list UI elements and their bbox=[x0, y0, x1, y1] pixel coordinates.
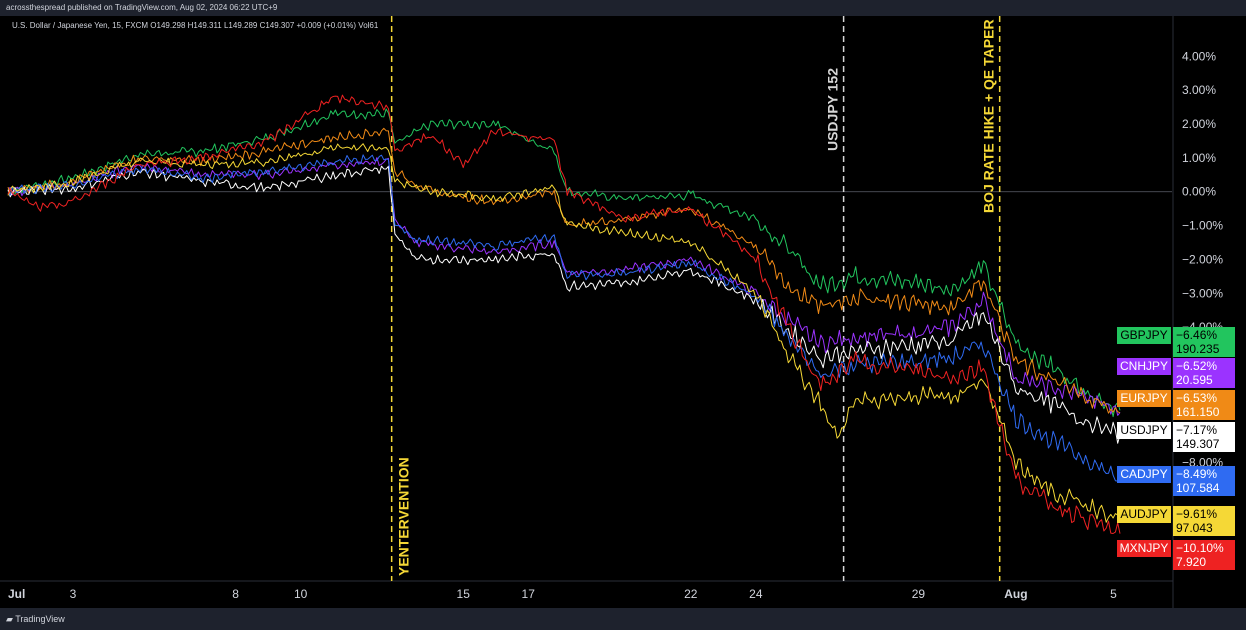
legend-symbol: CNHJPY bbox=[1117, 358, 1171, 375]
legend-eurjpy: EURJPY −6.53% 161.150 bbox=[1117, 390, 1235, 420]
legend-change-percent: −6.52% bbox=[1173, 358, 1235, 374]
legend-price: 107.584 bbox=[1173, 481, 1235, 496]
time-axis: Jul 3 8 10 15 17 22 24 29 Aug 5 bbox=[0, 580, 1173, 601]
series-line-eurjpy bbox=[7, 127, 1121, 414]
series-line-mxnjpy bbox=[7, 94, 1121, 534]
x-tick-label: 10 bbox=[294, 587, 308, 601]
x-tick-label: 8 bbox=[232, 587, 239, 601]
legend-symbol: GBPJPY bbox=[1117, 327, 1171, 344]
x-tick-label: 22 bbox=[684, 587, 698, 601]
legend-change-percent: −7.17% bbox=[1173, 422, 1235, 438]
y-tick-label: 3.00% bbox=[1182, 83, 1216, 97]
series-line-cadjpy bbox=[7, 154, 1121, 482]
ohlc-readout: U.S. Dollar / Japanese Yen, 15, FXCM O14… bbox=[12, 21, 379, 30]
legend-mxnjpy: MXNJPY −10.10% 7.920 bbox=[1117, 540, 1235, 570]
tradingview-logo-icon: ▰ bbox=[6, 614, 13, 624]
legend-change-percent: −10.10% bbox=[1173, 540, 1235, 556]
y-tick-label: 4.00% bbox=[1182, 49, 1216, 63]
x-tick-label: 17 bbox=[522, 587, 536, 601]
y-tick-label: 1.00% bbox=[1182, 151, 1216, 165]
legend-price: 97.043 bbox=[1173, 521, 1235, 536]
legend-symbol: AUDJPY bbox=[1117, 506, 1171, 523]
x-tick-label: 15 bbox=[457, 587, 471, 601]
legend-change-percent: −6.53% bbox=[1173, 390, 1235, 406]
y-tick-label: 2.00% bbox=[1182, 117, 1216, 131]
y-tick-label: −3.00% bbox=[1182, 286, 1223, 300]
tradingview-brand: TradingView bbox=[15, 614, 65, 624]
legend-gbpjpy: GBPJPY −6.46% 190.235 bbox=[1117, 327, 1235, 357]
x-tick-label: 3 bbox=[70, 587, 77, 601]
series-line-audjpy bbox=[7, 143, 1121, 523]
x-tick-label: Aug bbox=[1004, 587, 1027, 601]
annotation-label: YENTERVENTION bbox=[396, 457, 412, 576]
x-tick-label: Jul bbox=[8, 587, 25, 601]
x-tick-label: 5 bbox=[1110, 587, 1117, 601]
legend-change-percent: −6.46% bbox=[1173, 327, 1235, 343]
legend-price: 190.235 bbox=[1173, 342, 1235, 357]
legend-cadjpy: CADJPY −8.49% 107.584 bbox=[1117, 466, 1235, 496]
x-tick-label: 24 bbox=[749, 587, 763, 601]
y-tick-label: −2.00% bbox=[1182, 252, 1223, 266]
series-line-usdjpy bbox=[7, 165, 1121, 444]
legend-symbol: CADJPY bbox=[1117, 466, 1171, 483]
legend-price: 20.595 bbox=[1173, 373, 1235, 388]
annotation-label: USDJPY 152 bbox=[825, 68, 841, 151]
y-tick-label: 0.00% bbox=[1182, 185, 1216, 199]
series-line-cnhjpy bbox=[7, 157, 1121, 416]
legend-price: 7.920 bbox=[1173, 555, 1235, 570]
annotation-lines: YENTERVENTION USDJPY 152 BOJ RATE HIKE + Q… bbox=[390, 16, 1001, 581]
publish-text: acrossthespread published on TradingView… bbox=[6, 3, 278, 12]
x-tick-label: 29 bbox=[912, 587, 926, 601]
series-lines bbox=[7, 94, 1121, 534]
legend-change-percent: −8.49% bbox=[1173, 466, 1235, 482]
legend-change-percent: −9.61% bbox=[1173, 506, 1235, 522]
legend-symbol: EURJPY bbox=[1117, 390, 1171, 407]
legend-price: 149.307 bbox=[1173, 437, 1235, 452]
publish-header: acrossthespread published on TradingView… bbox=[0, 0, 1246, 16]
legend-price: 161.150 bbox=[1173, 405, 1235, 420]
legend-cnhjpy: CNHJPY −6.52% 20.595 bbox=[1117, 358, 1235, 388]
y-tick-label: −1.00% bbox=[1182, 219, 1223, 233]
chart-svg[interactable]: 4.00% 3.00% 2.00% 1.00% 0.00% −1.00% −2.00% −3.… bbox=[0, 16, 1246, 608]
footer-bar: ▰ TradingView bbox=[0, 608, 1246, 630]
series-line-gbpjpy bbox=[7, 108, 1121, 418]
annotation-label: BOJ RATE HIKE + QE TAPER bbox=[981, 19, 997, 213]
legend-symbol: MXNJPY bbox=[1117, 540, 1171, 557]
tradingview-logo[interactable]: ▰ TradingView bbox=[6, 614, 65, 625]
legend-symbol: USDJPY bbox=[1117, 422, 1171, 439]
legend-audjpy: AUDJPY −9.61% 97.043 bbox=[1117, 506, 1235, 536]
chart-area[interactable] bbox=[0, 16, 1246, 608]
legend-usdjpy: USDJPY −7.17% 149.307 bbox=[1117, 422, 1235, 452]
